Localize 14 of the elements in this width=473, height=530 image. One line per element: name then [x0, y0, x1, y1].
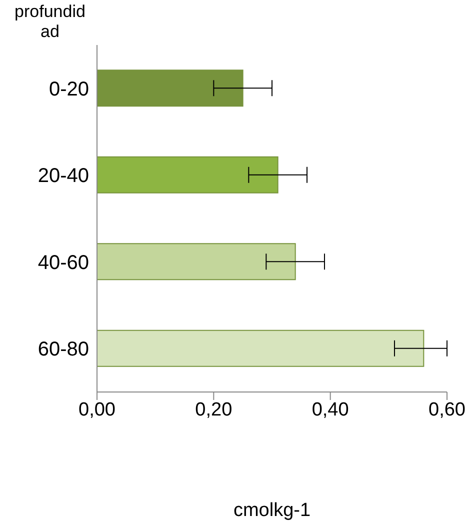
- y-tick-label: 20-40: [38, 165, 89, 188]
- y-tick-label: 60-80: [38, 338, 89, 361]
- x-tick-label: 0,40: [312, 399, 349, 420]
- y-axis-title: profundidad: [14, 2, 86, 42]
- x-axis-title: cmolkg-1: [232, 500, 312, 522]
- bar: [97, 330, 424, 367]
- bar: [97, 243, 296, 280]
- x-tick-label: 0,00: [78, 399, 116, 420]
- x-tick-label: 0,60: [428, 399, 466, 420]
- y-tick-label: 40-60: [38, 252, 89, 274]
- y-tick-label: 0-20: [48, 78, 89, 100]
- bar: [97, 70, 244, 107]
- bar: [97, 156, 278, 194]
- x-tick-label: 0,20: [195, 399, 232, 420]
